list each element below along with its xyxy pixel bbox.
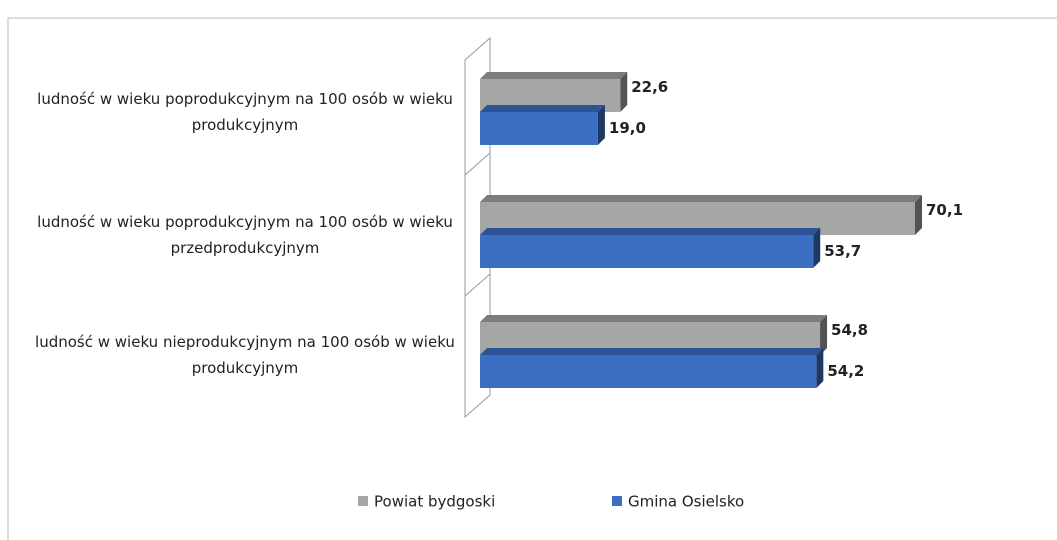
- value-label: 70,1: [926, 201, 963, 219]
- wall-divider: [464, 152, 491, 176]
- value-label: 54,8: [831, 321, 868, 339]
- bar-top: [480, 315, 828, 322]
- bar: [480, 112, 598, 145]
- category-label: ludność w wieku poprodukcyjnym na 100 os…: [37, 213, 453, 257]
- legend-label: Gmina Osielsko: [628, 493, 744, 511]
- bar-side: [620, 72, 628, 112]
- value-label: 22,6: [631, 78, 668, 96]
- bar-side: [816, 348, 824, 388]
- bar: [480, 355, 817, 388]
- bar-top: [480, 228, 821, 235]
- value-label: 54,2: [827, 362, 864, 380]
- legend-swatch: [612, 496, 622, 506]
- legend-label: Powiat bydgoski: [374, 493, 495, 511]
- value-label: 19,0: [609, 119, 646, 137]
- bar-top: [480, 105, 605, 112]
- wall-divider: [464, 273, 491, 297]
- bar-top: [480, 72, 628, 79]
- bar-top: [480, 195, 922, 202]
- bar-top: [480, 348, 824, 355]
- value-label: 53,7: [824, 242, 861, 260]
- bar-side: [597, 105, 605, 145]
- bar-side: [915, 195, 922, 235]
- category-label: ludność w wieku poprodukcyjnym na 100 os…: [37, 90, 453, 134]
- bar: [480, 235, 814, 268]
- chart-border: [7, 17, 1057, 540]
- bar-side: [820, 315, 828, 355]
- legend-swatch: [358, 496, 368, 506]
- bar-side: [813, 228, 821, 268]
- category-label: ludność w wieku nieprodukcyjnym na 100 o…: [35, 333, 455, 377]
